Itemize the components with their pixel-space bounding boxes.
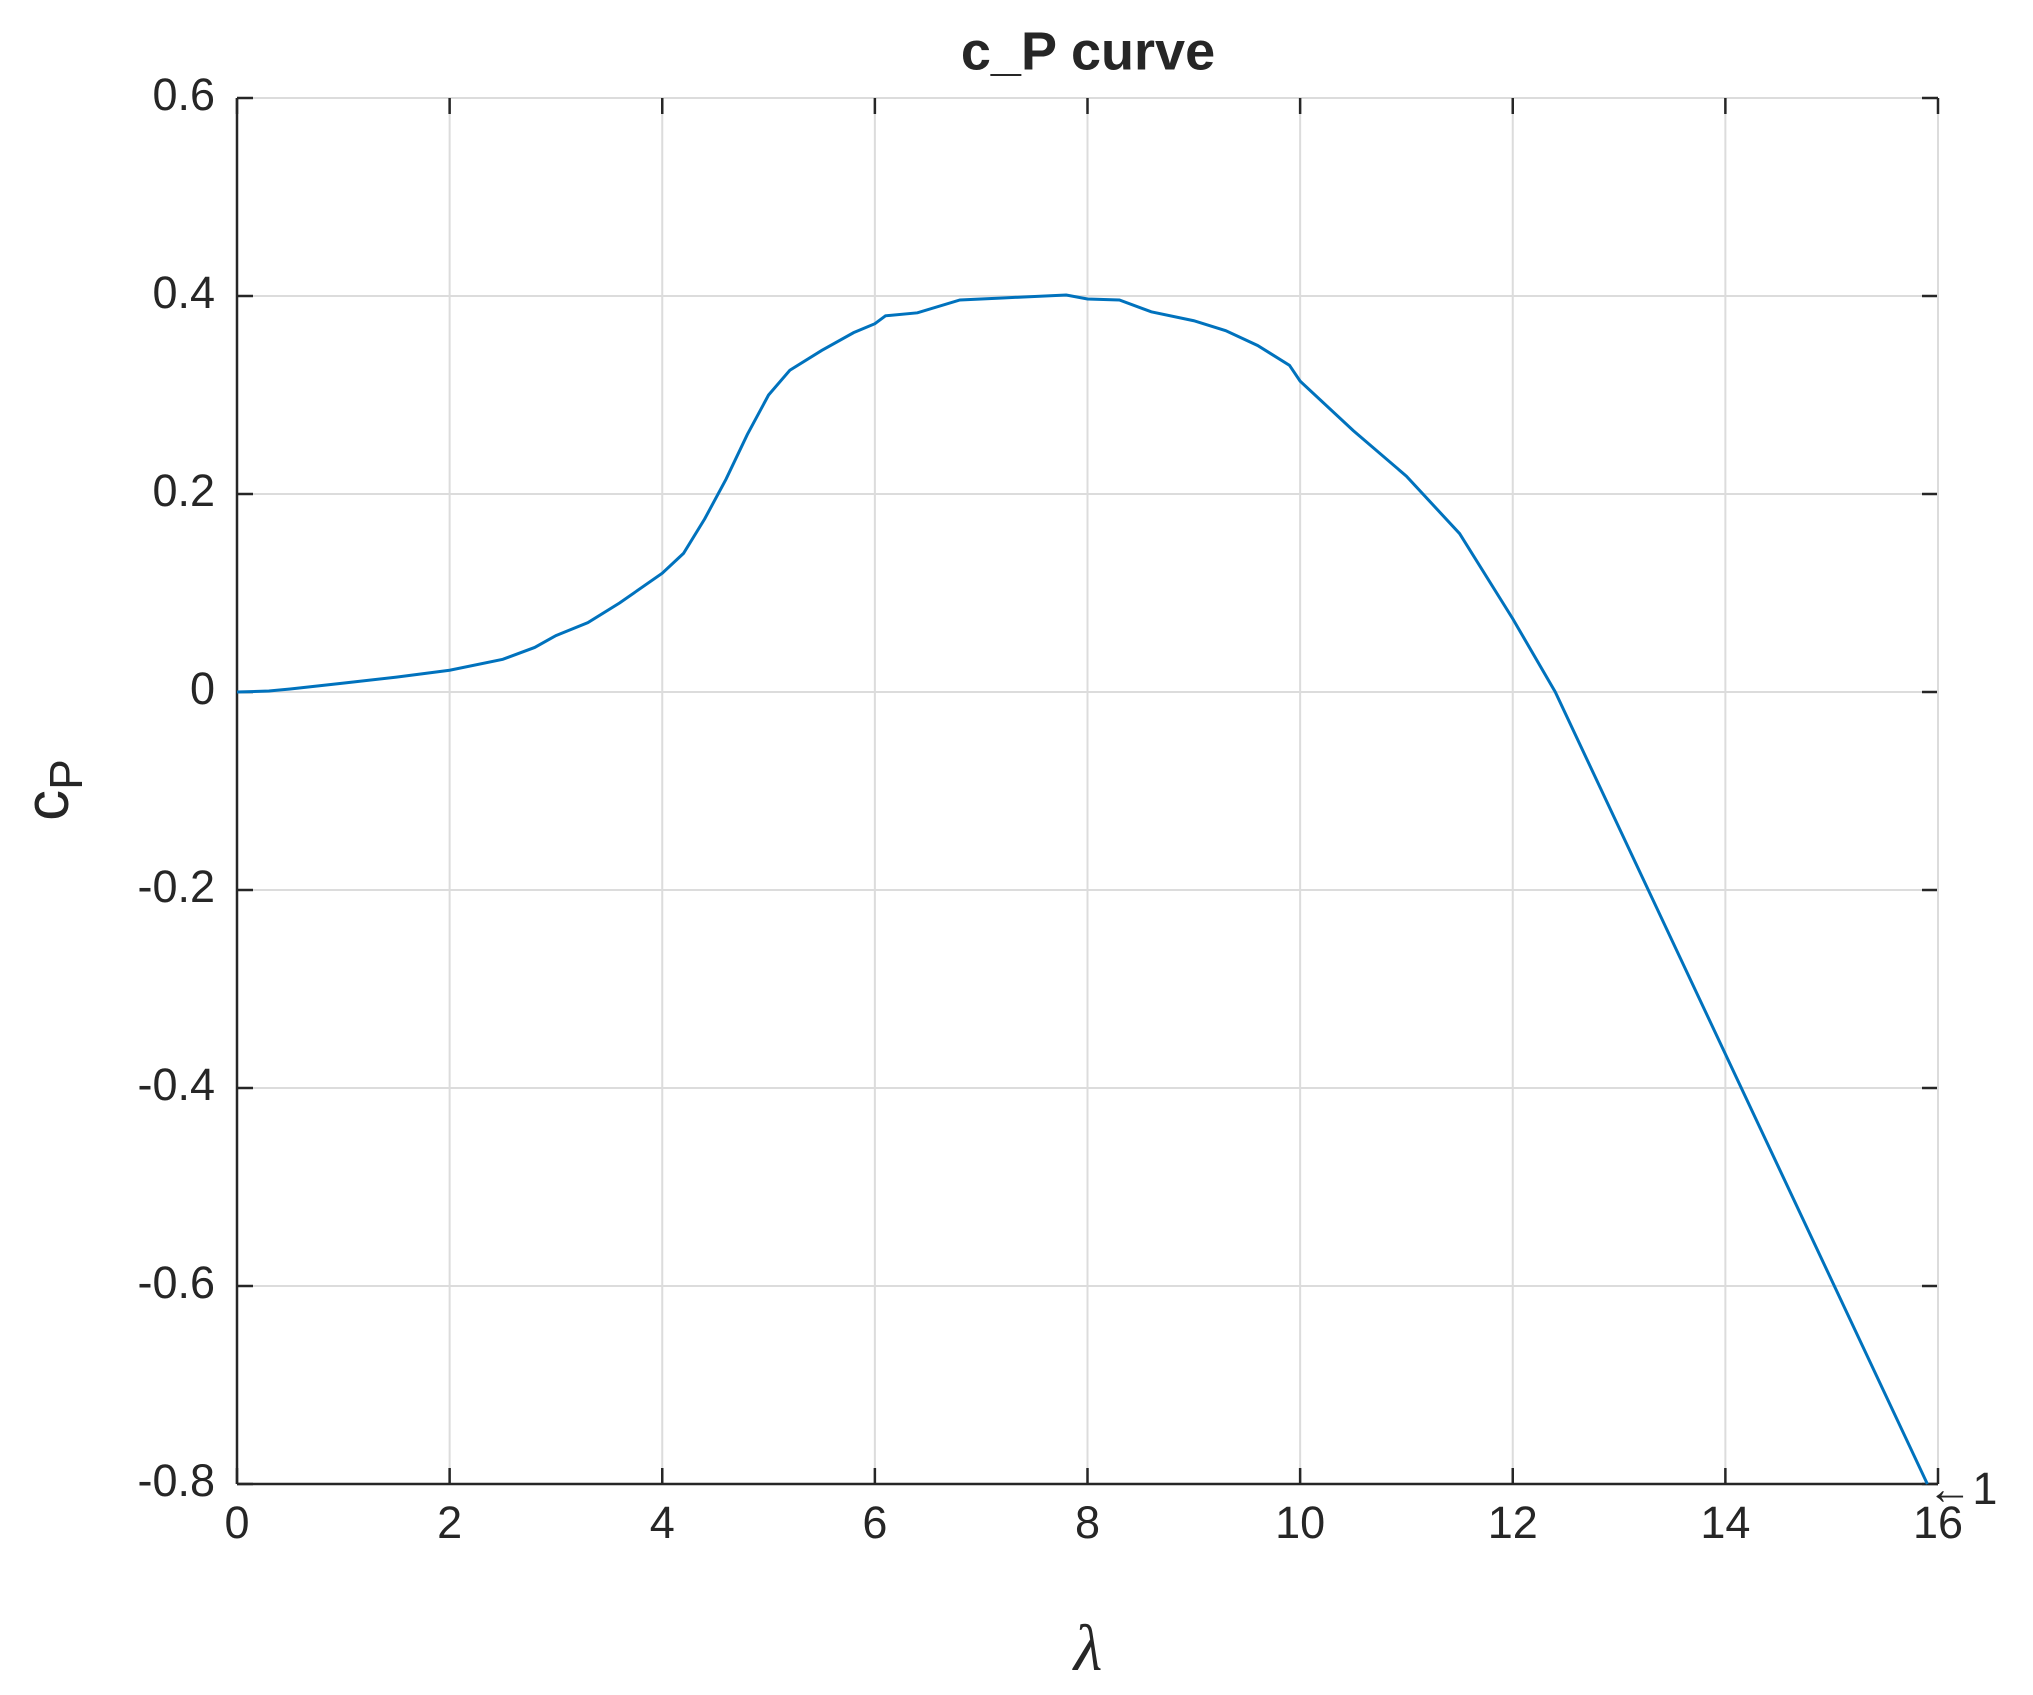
x-tick-label: 4	[650, 1497, 675, 1548]
y-tick-label: 0	[190, 663, 215, 714]
y-tick-label: 0.4	[152, 267, 215, 318]
x-tick-label: 8	[1075, 1497, 1100, 1548]
x-tick-label: 0	[224, 1497, 249, 1548]
y-tick-label: -0.4	[137, 1059, 215, 1110]
y-tick-label: 0.6	[152, 69, 215, 120]
y-tick-label: 0.2	[152, 465, 215, 516]
x-tick-label: 12	[1488, 1497, 1538, 1548]
x-axis-label: λ	[1072, 1612, 1103, 1685]
annotation: ←1	[1927, 1463, 1997, 1514]
y-axis-label-main: c	[13, 790, 82, 821]
x-tick-label: 16	[1913, 1497, 1963, 1548]
x-tick-label: 2	[437, 1497, 462, 1548]
x-tick-label: 10	[1275, 1497, 1325, 1548]
y-tick-label: -0.8	[137, 1455, 215, 1506]
chart-title: c_P curve	[961, 21, 1215, 81]
y-tick-label: -0.2	[137, 861, 215, 912]
y-axis-label: cP	[13, 759, 92, 821]
y-axis-label-sub: P	[40, 759, 92, 790]
line-series	[236, 293, 1929, 1485]
x-tick-label: 6	[862, 1497, 887, 1548]
y-tick-label: -0.6	[137, 1257, 215, 1308]
x-tick-label: 14	[1700, 1497, 1750, 1548]
